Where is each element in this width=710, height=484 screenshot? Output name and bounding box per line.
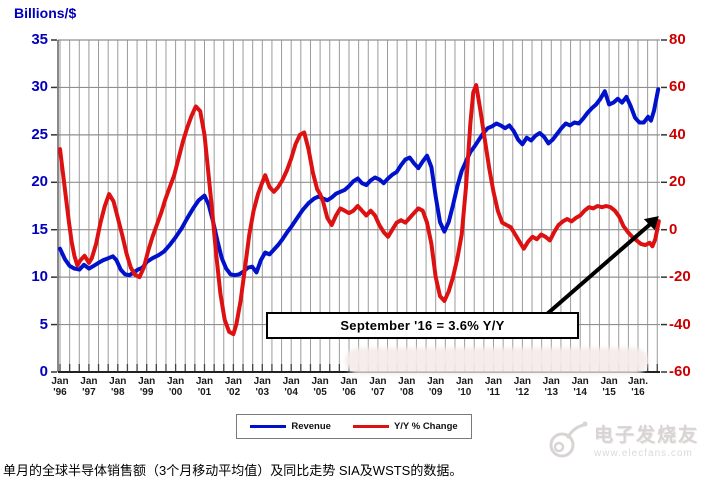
x-tick-label: Jan '00 (166, 376, 185, 398)
legend-item-yoy: Y/Y % Change (352, 421, 458, 432)
x-tick-label: Jan '15 (600, 376, 618, 398)
y-left-tick: 35 (31, 31, 48, 48)
y-right-tick: 40 (669, 125, 686, 143)
watermark-site: www.elecfans.com (594, 447, 693, 459)
y-left-tick: 30 (31, 78, 48, 96)
blurred-watermark-patch (345, 348, 648, 374)
y-left-tick: 0 (39, 363, 48, 380)
x-tick-label: Jan. '16 (627, 376, 648, 398)
y-left-tick: 25 (31, 125, 48, 143)
legend-label-yoy: Y/Y % Change (393, 421, 458, 432)
x-tick-label: Jan '98 (109, 376, 127, 398)
yoy-line-swatch (352, 425, 389, 428)
elecfans-watermark: 电子发烧友 www.elecfans.com (546, 417, 699, 461)
x-tick-label: Jan '13 (542, 376, 560, 398)
watermark-text: 电子发烧友 www.elecfans.com (594, 420, 699, 459)
y-left-tick: 20 (31, 173, 48, 191)
annotation-arrow (545, 216, 659, 316)
x-tick-label: Jan '96 (51, 376, 69, 398)
x-tick-label: Jan '04 (282, 376, 300, 398)
y-right-tick: 20 (669, 173, 686, 191)
yoy-change-line (58, 83, 661, 337)
x-tick-label: Jan '99 (138, 376, 156, 398)
elecfans-logo-icon (549, 421, 588, 458)
y-axis-left-title: Billions/$ (14, 5, 77, 21)
annotation-box: September '16 = 3.6% Y/Y (266, 312, 579, 339)
x-tick-label: Jan '03 (253, 376, 271, 398)
x-tick-label: Jan '09 (427, 376, 445, 398)
x-tick-label: Jan '01 (195, 376, 214, 398)
legend-label-revenue: Revenue (291, 421, 331, 432)
y-left-tick: 10 (31, 268, 48, 286)
y-right-tick: -60 (669, 363, 691, 380)
legend-box: Revenue Y/Y % Change (236, 414, 472, 439)
x-tick-label: Jan '14 (571, 376, 589, 398)
x-tick-label: Jan '02 (224, 376, 242, 398)
watermark-brand: 电子发烧友 (594, 424, 700, 446)
y-right-tick: 80 (669, 31, 686, 48)
x-tick-label: Jan '08 (398, 376, 416, 398)
y-left-tick: 5 (39, 315, 48, 333)
x-tick-label: Jan '05 (311, 376, 329, 398)
x-tick-label: Jan '97 (80, 376, 98, 398)
y-right-tick: 60 (669, 78, 686, 96)
x-tick-label: Jan '10 (455, 376, 474, 398)
y-right-tick: 0 (669, 220, 678, 238)
x-tick-label: Jan '07 (369, 376, 387, 398)
y-right-tick: -20 (669, 268, 691, 286)
revenue-line (58, 87, 661, 278)
legend-item-revenue: Revenue (250, 421, 331, 432)
annotation-text: September '16 = 3.6% Y/Y (340, 318, 505, 333)
y-left-tick: 15 (31, 220, 48, 238)
x-tick-label: Jan '12 (513, 376, 531, 398)
revenue-line-swatch (250, 425, 287, 428)
caption-text: 单月的全球半导体销售额（3个月移动平均值）及同比走势 SIA及WSTS的数据。 (3, 463, 463, 478)
x-tick-label: Jan '06 (340, 376, 358, 398)
y-right-tick: -40 (669, 315, 691, 333)
x-tick-label: Jan '11 (484, 376, 503, 398)
